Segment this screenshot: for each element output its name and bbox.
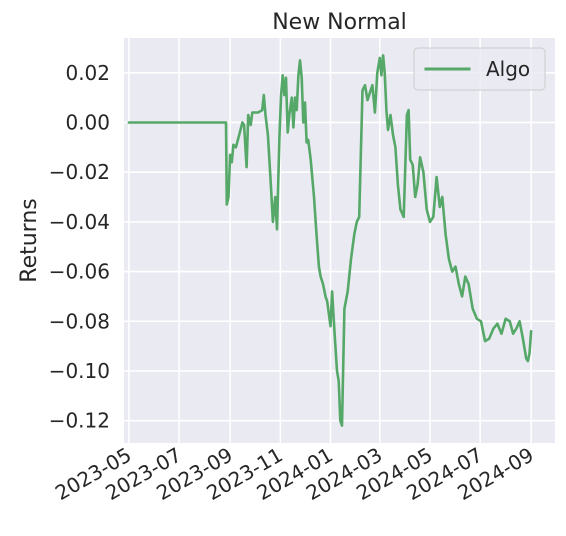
legend-label-algo: Algo xyxy=(486,57,530,81)
y-tick-label: 0.00 xyxy=(65,110,110,134)
y-tick-label: −0.10 xyxy=(49,359,110,383)
chart-title: New Normal xyxy=(272,10,407,35)
y-tick-label: −0.12 xyxy=(49,409,110,433)
y-tick-label: −0.02 xyxy=(49,160,110,184)
legend-box xyxy=(413,47,546,91)
legend: Algo xyxy=(413,47,546,91)
y-tick-label: 0.02 xyxy=(65,61,110,85)
y-tick-label: −0.06 xyxy=(49,260,110,284)
y-axis-label: Returns xyxy=(17,198,42,282)
y-tick-label: −0.04 xyxy=(49,210,110,234)
series-layer xyxy=(127,54,533,427)
series-line-algo xyxy=(127,54,533,427)
plot-area xyxy=(124,38,555,443)
y-tick-label: −0.08 xyxy=(49,309,110,333)
